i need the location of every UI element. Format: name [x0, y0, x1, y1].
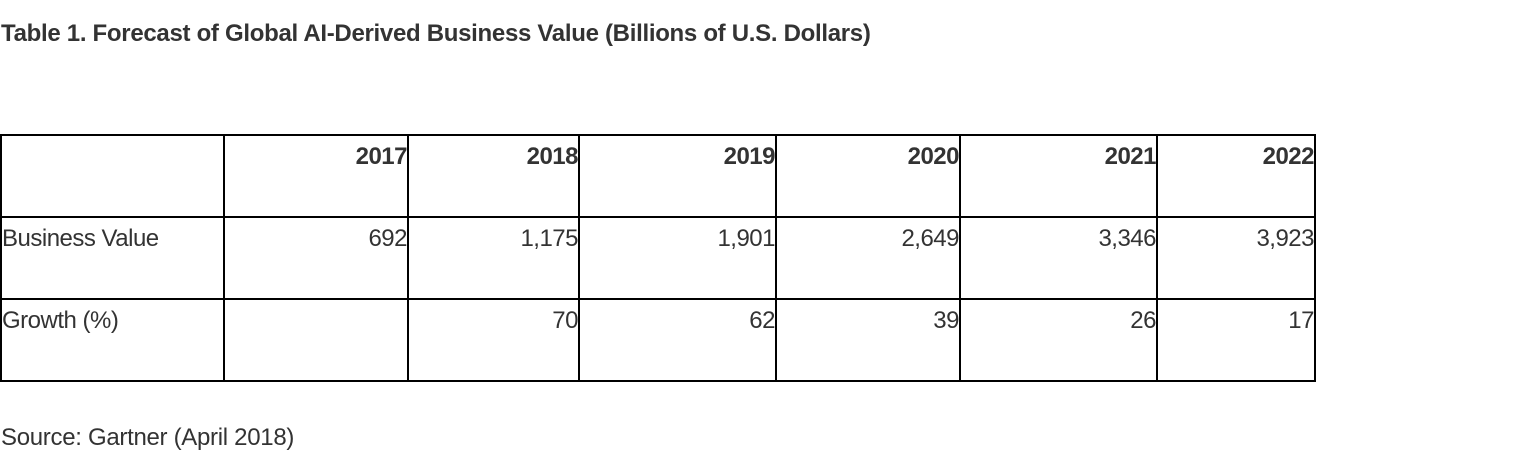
table-cell: 62 [578, 298, 777, 382]
table-cell: 692 [223, 216, 409, 300]
source-note: Source: Gartner (April 2018) [1, 424, 295, 451]
table-cell: 26 [959, 298, 1158, 382]
row-label: Business Value [0, 216, 225, 300]
forecast-table: 2017 2018 2019 2020 2021 2022 Business V… [0, 134, 1316, 382]
table-cell: 70 [407, 298, 580, 382]
header-cell-2022: 2022 [1156, 134, 1316, 218]
header-cell-2020: 2020 [775, 134, 961, 218]
table-title: Table 1. Forecast of Global AI-Derived B… [1, 20, 871, 47]
table-cell: 3,346 [959, 216, 1158, 300]
header-cell-2021: 2021 [959, 134, 1158, 218]
table-cell: 1,901 [578, 216, 777, 300]
table-cell: 2,649 [775, 216, 961, 300]
table-cell: 1,175 [407, 216, 580, 300]
table-cell: 17 [1156, 298, 1316, 382]
header-cell-2017: 2017 [223, 134, 409, 218]
table-row-business-value: Business Value 692 1,175 1,901 2,649 3,3… [0, 216, 1316, 300]
table-cell: 3,923 [1156, 216, 1316, 300]
header-cell-2019: 2019 [578, 134, 777, 218]
header-cell-empty [0, 134, 225, 218]
table-row-growth: Growth (%) 70 62 39 26 17 [0, 298, 1316, 382]
header-cell-2018: 2018 [407, 134, 580, 218]
table-cell: 39 [775, 298, 961, 382]
header-row: 2017 2018 2019 2020 2021 2022 [0, 134, 1316, 218]
row-label: Growth (%) [0, 298, 225, 382]
table-cell [223, 298, 409, 382]
